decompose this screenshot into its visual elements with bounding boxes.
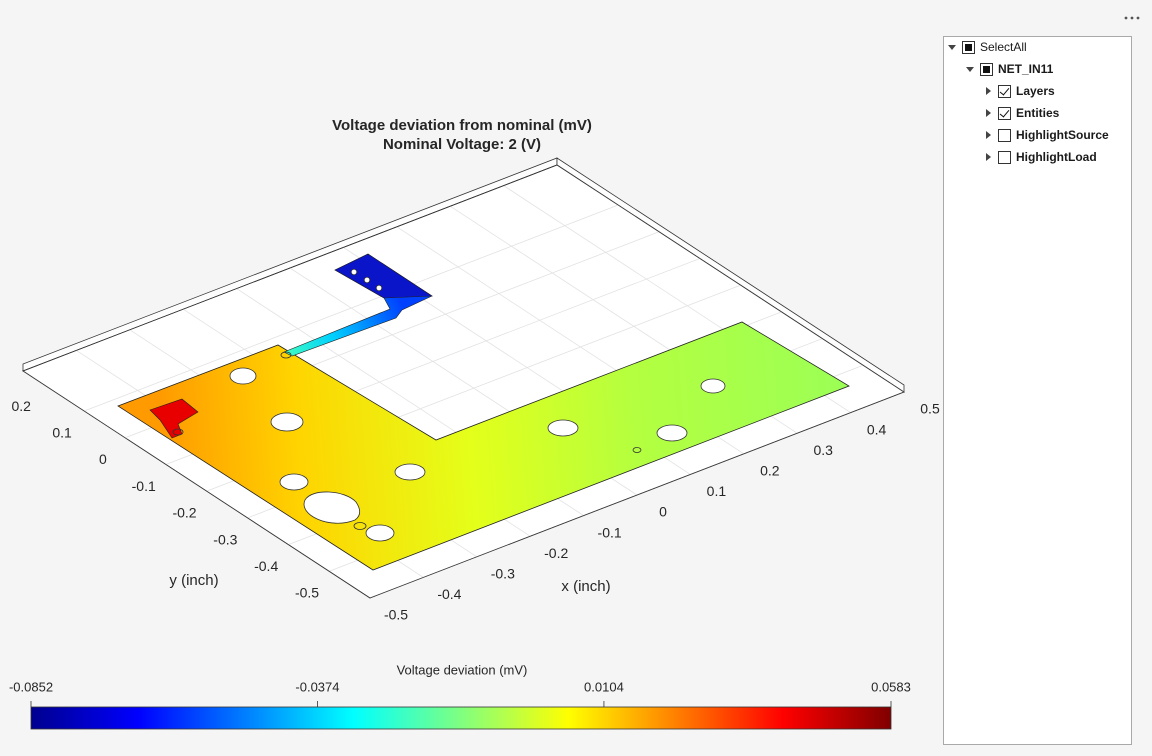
axes: -0.5 -0.4 -0.3 -0.2 -0.1 0 0.1 0.2 0.3 0.4 0.5 -0.5…: [12, 157, 940, 623]
pcb-board: [117, 253, 850, 571]
more-options-menu[interactable]: [1123, 14, 1143, 22]
node-label: NET_IN11: [998, 62, 1054, 76]
node-label: SelectAll: [980, 40, 1027, 54]
node-label: HighlightLoad: [1016, 150, 1097, 164]
board-surface: [117, 321, 850, 571]
expand-toggle[interactable]: [986, 109, 991, 117]
y-grid-line: [84, 204, 619, 412]
x-tick-label: -0.2: [544, 545, 568, 561]
axes-floor-edge: [22, 164, 905, 599]
expand-toggle[interactable]: [966, 66, 974, 72]
tree-node[interactable]: NET_IN11: [966, 59, 1053, 79]
node-label: Layers: [1016, 84, 1055, 98]
x-tick-label: -0.5: [384, 607, 408, 623]
expand-toggle[interactable]: [986, 131, 991, 139]
y-tick-label: -0.1: [132, 478, 156, 494]
tree-panel: SelectAll NET_IN11 Layers Entities Highlight…: [943, 36, 1132, 745]
holes: [172, 268, 726, 542]
colorbar-label: Voltage deviation (mV): [397, 662, 528, 677]
checkbox[interactable]: [998, 150, 1011, 164]
tree-node[interactable]: Layers: [984, 81, 1055, 101]
figure: -0.5 -0.4 -0.3 -0.2 -0.1 0 0.1 0.2 0.3 0.4 0.5 -0.5…: [9, 117, 940, 730]
checkbox[interactable]: [998, 128, 1011, 142]
colorbar-tick-label: 0.0104: [584, 679, 624, 694]
expand-toggle[interactable]: [986, 153, 991, 161]
x-tick-label: 0.1: [707, 483, 727, 499]
y-tick-label: -0.3: [213, 531, 237, 547]
x-tick-label: -0.3: [491, 566, 515, 582]
y-tick-label: -0.2: [172, 505, 196, 521]
title-line: Voltage deviation from nominal (mV): [332, 117, 592, 134]
tree-node[interactable]: HighlightSource: [984, 125, 1109, 145]
x-tick-label: 0: [659, 504, 667, 520]
colorbar-tick-label: 0.0583: [871, 679, 911, 694]
y-tick-label: -0.5: [295, 585, 319, 601]
y-tick-label: 0.2: [12, 398, 32, 414]
node-label: Entities: [1016, 106, 1060, 120]
x-tick-label: 0.3: [813, 442, 833, 458]
x-tick-label: -0.4: [437, 586, 461, 602]
x-tick-label: -0.1: [598, 524, 622, 540]
y-tick-label: 0: [99, 451, 107, 467]
checkbox[interactable]: [980, 62, 993, 76]
checkbox[interactable]: [998, 84, 1011, 98]
tree-node[interactable]: HighlightLoad: [984, 147, 1097, 167]
x-tick-label: 0.2: [760, 463, 780, 479]
colorbar-tick-label: -0.0374: [295, 679, 339, 694]
node-label: HighlightSource: [1016, 128, 1109, 142]
tree-node[interactable]: Entities: [984, 103, 1059, 123]
load-pad: [334, 253, 433, 299]
checkbox[interactable]: [998, 106, 1011, 120]
checkbox[interactable]: [962, 40, 975, 54]
y-axis-label: y (inch): [169, 572, 218, 589]
title-line: Nominal Voltage: 2 (V): [383, 136, 541, 153]
x-axis-label: x (inch): [561, 578, 610, 595]
x-tick-label: 0.5: [920, 401, 940, 417]
expand-toggle[interactable]: [986, 87, 991, 95]
expand-toggle[interactable]: [948, 44, 956, 50]
x-tick-label: 0.4: [867, 421, 887, 437]
y-tick-label: -0.4: [254, 558, 278, 574]
tree-node[interactable]: SelectAll: [948, 37, 1027, 57]
colorbar: [30, 706, 892, 730]
colorbar-tick-label: -0.0852: [9, 679, 53, 694]
y-tick-label: 0.1: [52, 424, 72, 440]
colorbar-ticks: -0.0852 -0.0374 0.0104 0.0583: [9, 679, 911, 707]
